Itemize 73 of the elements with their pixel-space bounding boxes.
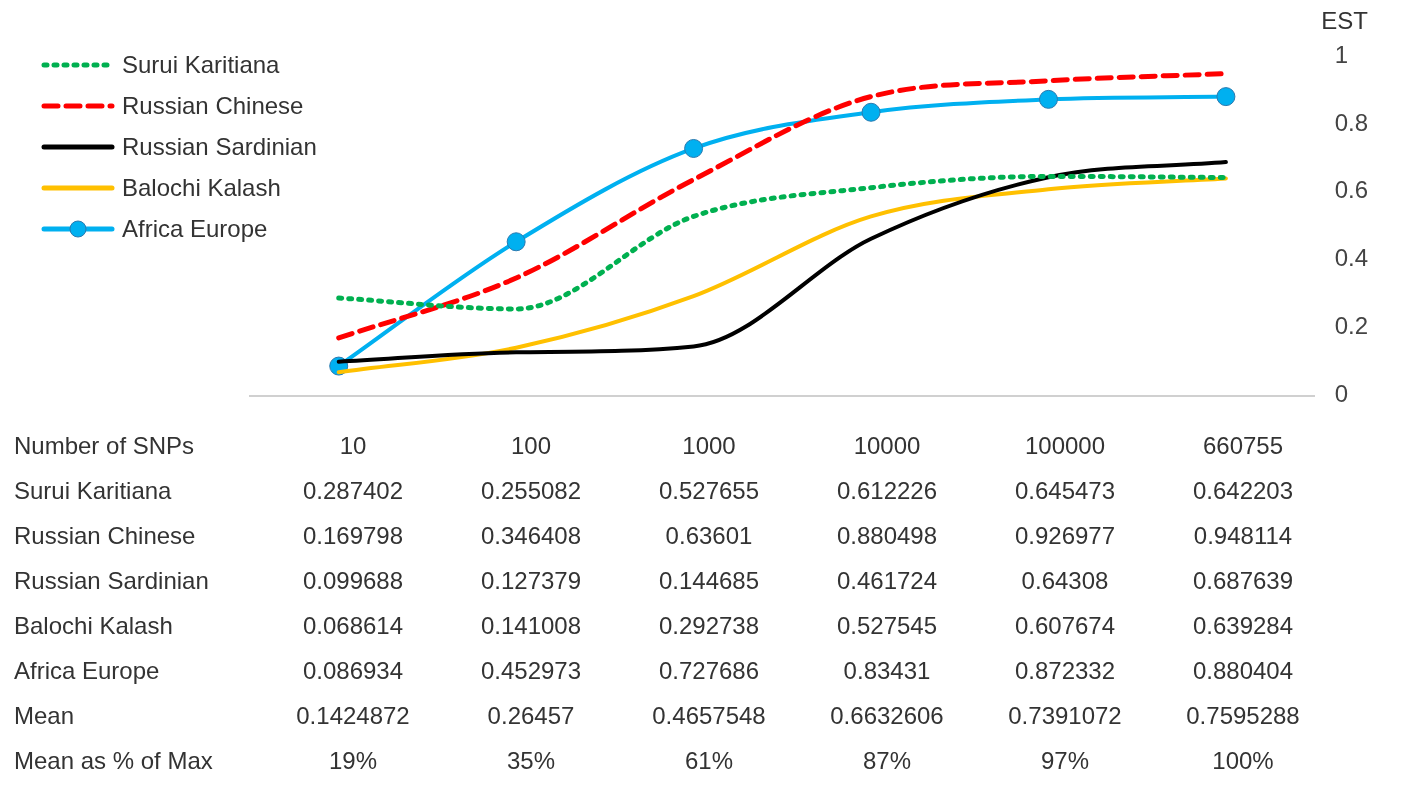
- data-label: 0.255082: [479, 475, 583, 506]
- data-label: 0.63601: [664, 520, 754, 551]
- data-label: 0.607674: [1013, 610, 1117, 641]
- point: [1038, 89, 1058, 109]
- text: 97%: [1039, 745, 1090, 776]
- x-tick-label: 10000: [852, 430, 922, 461]
- text: Surui Karitiana: [14, 476, 172, 504]
- text: Mean: [13, 700, 76, 731]
- data-label: 0.727686: [657, 655, 761, 686]
- data-label: 0.880498: [835, 520, 939, 551]
- data-label: 0.687639: [1191, 565, 1295, 596]
- text: 0.7595288: [1185, 700, 1301, 731]
- text: 19%: [327, 745, 378, 776]
- legend-label: Russian Chinese: [122, 91, 304, 120]
- text: 87%: [861, 745, 912, 776]
- data-label: 0.948114: [1192, 520, 1294, 551]
- data-label: 0.287402: [301, 475, 405, 506]
- text: 100%: [1211, 745, 1275, 776]
- text: 0.4657548: [651, 700, 767, 731]
- legend-label: Russian Sardinian: [122, 132, 317, 161]
- y-tick-label: 0.8: [1334, 108, 1369, 136]
- point: [1216, 87, 1236, 107]
- data-label: 0.926977: [1013, 520, 1117, 551]
- x-tick-label: 10: [338, 430, 368, 461]
- x-tick-label: 100: [509, 430, 552, 461]
- y-tick-label: 1: [1334, 40, 1348, 68]
- text: 0.26457: [486, 700, 576, 731]
- data-label: 0.527545: [835, 610, 939, 641]
- y-tick-label: 0.4: [1334, 244, 1369, 272]
- x-tick-label: 1000: [681, 430, 737, 461]
- data-label: 0.127379: [479, 565, 583, 596]
- text: 61%: [683, 745, 734, 776]
- x-axis-title: Number of SNPs: [13, 430, 196, 461]
- x-tick-label: 100000: [1023, 430, 1107, 461]
- data-label: 0.64308: [1020, 565, 1110, 596]
- y-axis-title: EST: [1321, 6, 1369, 34]
- data-label: 0.099688: [301, 565, 405, 596]
- text: Russian Chinese: [14, 521, 196, 549]
- data-label: 0.645473: [1013, 475, 1117, 506]
- y-tick-label: 0: [1334, 380, 1348, 408]
- data-label: 0.527655: [657, 475, 761, 506]
- data-label: 0.83431: [842, 655, 932, 686]
- data-label: 0.642203: [1191, 475, 1295, 506]
- data-label: 0.880404: [1191, 655, 1295, 686]
- data-label: 0.452973: [479, 655, 583, 686]
- data-label: 0.461724: [835, 565, 939, 596]
- point: [506, 232, 526, 252]
- text: Mean as % of Max: [13, 745, 214, 776]
- data-label: 0.292738: [657, 610, 761, 641]
- legend-label: Balochi Kalash: [122, 173, 281, 202]
- data-label: 0.639284: [1191, 610, 1295, 641]
- text: 0.1424872: [295, 700, 411, 731]
- legend-label: Africa Europe: [122, 214, 268, 243]
- text: 0.6632606: [829, 700, 945, 731]
- data-label: 0.346408: [479, 520, 583, 551]
- y-tick-label: 0.2: [1334, 312, 1369, 340]
- text: Africa Europe: [14, 656, 160, 684]
- text: Balochi Kalash: [14, 611, 173, 639]
- text: 35%: [505, 745, 556, 776]
- legend-label: Surui Karitiana: [122, 50, 280, 79]
- text: Russian Sardinian: [14, 566, 209, 594]
- text: 0.7391072: [1007, 700, 1123, 731]
- data-label: 0.612226: [835, 475, 939, 506]
- data-label: 0.144685: [657, 565, 761, 596]
- x-tick-label: 660755: [1201, 430, 1285, 461]
- point: [861, 102, 881, 122]
- y-tick-label: 0.6: [1334, 176, 1369, 204]
- point: [684, 138, 704, 158]
- data-label: 0.169798: [301, 520, 405, 551]
- data-label: 0.068614: [301, 610, 405, 641]
- data-label: 0.086934: [301, 655, 405, 686]
- data-label: 0.872332: [1013, 655, 1117, 686]
- data-label: 0.141008: [479, 610, 583, 641]
